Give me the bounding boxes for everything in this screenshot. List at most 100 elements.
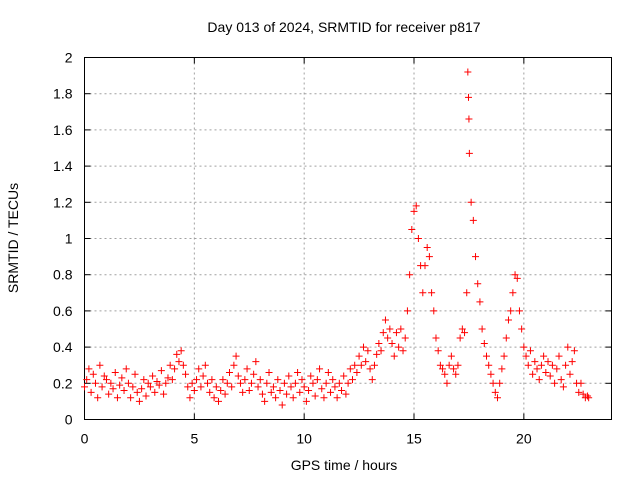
data-point bbox=[168, 376, 176, 384]
data-point bbox=[351, 361, 359, 369]
data-point bbox=[465, 149, 473, 157]
data-point bbox=[234, 372, 242, 380]
data-point bbox=[265, 368, 273, 376]
data-point bbox=[113, 394, 121, 402]
data-point bbox=[307, 372, 315, 380]
data-point bbox=[91, 379, 99, 387]
data-point bbox=[138, 385, 146, 393]
data-point bbox=[375, 339, 383, 347]
data-point bbox=[504, 316, 512, 324]
data-point bbox=[210, 394, 218, 402]
y-tick-label: 1.2 bbox=[53, 194, 73, 210]
data-point bbox=[467, 198, 475, 206]
data-point bbox=[316, 365, 324, 373]
data-point bbox=[447, 352, 455, 360]
data-point bbox=[544, 358, 552, 366]
data-point bbox=[120, 387, 128, 395]
data-point bbox=[496, 379, 504, 387]
data-point bbox=[564, 343, 572, 351]
data-point bbox=[355, 352, 363, 360]
data-point bbox=[296, 388, 304, 396]
data-point bbox=[357, 361, 365, 369]
data-point bbox=[188, 379, 196, 387]
chart-title: Day 013 of 2024, SRMTID for receiver p81… bbox=[207, 19, 480, 35]
data-point bbox=[452, 370, 460, 378]
data-point bbox=[522, 352, 530, 360]
data-point bbox=[557, 376, 565, 384]
data-point bbox=[562, 361, 570, 369]
data-point bbox=[450, 365, 458, 373]
data-point bbox=[540, 352, 548, 360]
data-point bbox=[464, 68, 472, 76]
y-tick-label: 1.4 bbox=[53, 158, 73, 174]
data-point bbox=[410, 207, 418, 215]
data-point bbox=[236, 379, 244, 387]
data-point bbox=[419, 289, 427, 297]
data-point bbox=[331, 383, 339, 391]
data-point bbox=[287, 383, 295, 391]
data-point bbox=[461, 329, 469, 337]
data-point bbox=[291, 379, 299, 387]
data-point bbox=[526, 347, 534, 355]
data-point bbox=[318, 385, 326, 393]
x-tick-label: 20 bbox=[516, 431, 532, 447]
y-tick-label: 2 bbox=[65, 50, 73, 66]
data-point bbox=[414, 235, 422, 242]
data-point bbox=[230, 361, 238, 369]
data-point bbox=[493, 394, 501, 402]
x-tick-label: 0 bbox=[81, 431, 89, 447]
data-point bbox=[252, 358, 260, 366]
data-point bbox=[109, 385, 117, 393]
data-point bbox=[225, 368, 233, 376]
data-point bbox=[298, 376, 306, 384]
y-tick-label: 0.2 bbox=[53, 375, 73, 391]
data-point bbox=[364, 347, 372, 355]
data-point bbox=[445, 361, 453, 369]
data-point bbox=[335, 379, 343, 387]
data-point bbox=[133, 388, 141, 396]
data-point bbox=[480, 339, 488, 347]
data-point bbox=[100, 372, 108, 380]
data-point bbox=[428, 289, 436, 297]
data-point bbox=[366, 365, 374, 373]
data-point bbox=[555, 352, 563, 360]
data-point bbox=[267, 388, 275, 396]
data-point bbox=[390, 352, 398, 360]
data-point bbox=[177, 347, 185, 355]
data-point bbox=[135, 397, 143, 405]
data-point bbox=[283, 390, 291, 398]
data-point bbox=[107, 379, 115, 387]
y-tick-label: 0.6 bbox=[53, 303, 73, 319]
data-point bbox=[155, 381, 163, 389]
data-point bbox=[498, 365, 506, 373]
data-point bbox=[261, 397, 269, 405]
data-point bbox=[254, 383, 262, 391]
data-point bbox=[190, 387, 198, 395]
data-point bbox=[197, 383, 205, 391]
data-point bbox=[397, 325, 405, 333]
data-point bbox=[142, 392, 150, 400]
data-point bbox=[533, 365, 541, 373]
data-point bbox=[436, 361, 444, 369]
data-point bbox=[412, 202, 420, 210]
data-point bbox=[474, 280, 482, 288]
data-point bbox=[157, 367, 165, 375]
data-point bbox=[247, 379, 255, 387]
data-point bbox=[102, 376, 110, 384]
data-point bbox=[570, 347, 578, 355]
data-point bbox=[368, 376, 376, 384]
data-point bbox=[401, 334, 409, 342]
data-point bbox=[524, 361, 532, 369]
data-point bbox=[302, 397, 310, 405]
data-point bbox=[423, 244, 431, 252]
data-point bbox=[421, 262, 429, 270]
data-point bbox=[575, 388, 583, 396]
data-point bbox=[160, 390, 168, 398]
data-point bbox=[221, 390, 229, 398]
y-tick-label: 1.6 bbox=[53, 122, 73, 138]
data-point bbox=[500, 352, 508, 360]
data-point bbox=[531, 358, 539, 366]
data-point bbox=[118, 374, 126, 382]
data-point bbox=[329, 376, 337, 384]
data-point bbox=[186, 394, 194, 402]
